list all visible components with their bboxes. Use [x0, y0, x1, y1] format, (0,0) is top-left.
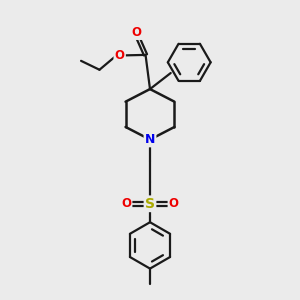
Text: N: N	[145, 133, 155, 146]
Text: O: O	[121, 197, 131, 210]
Text: O: O	[132, 26, 142, 39]
Text: S: S	[145, 197, 155, 211]
Text: O: O	[115, 49, 125, 62]
Text: O: O	[169, 197, 179, 210]
